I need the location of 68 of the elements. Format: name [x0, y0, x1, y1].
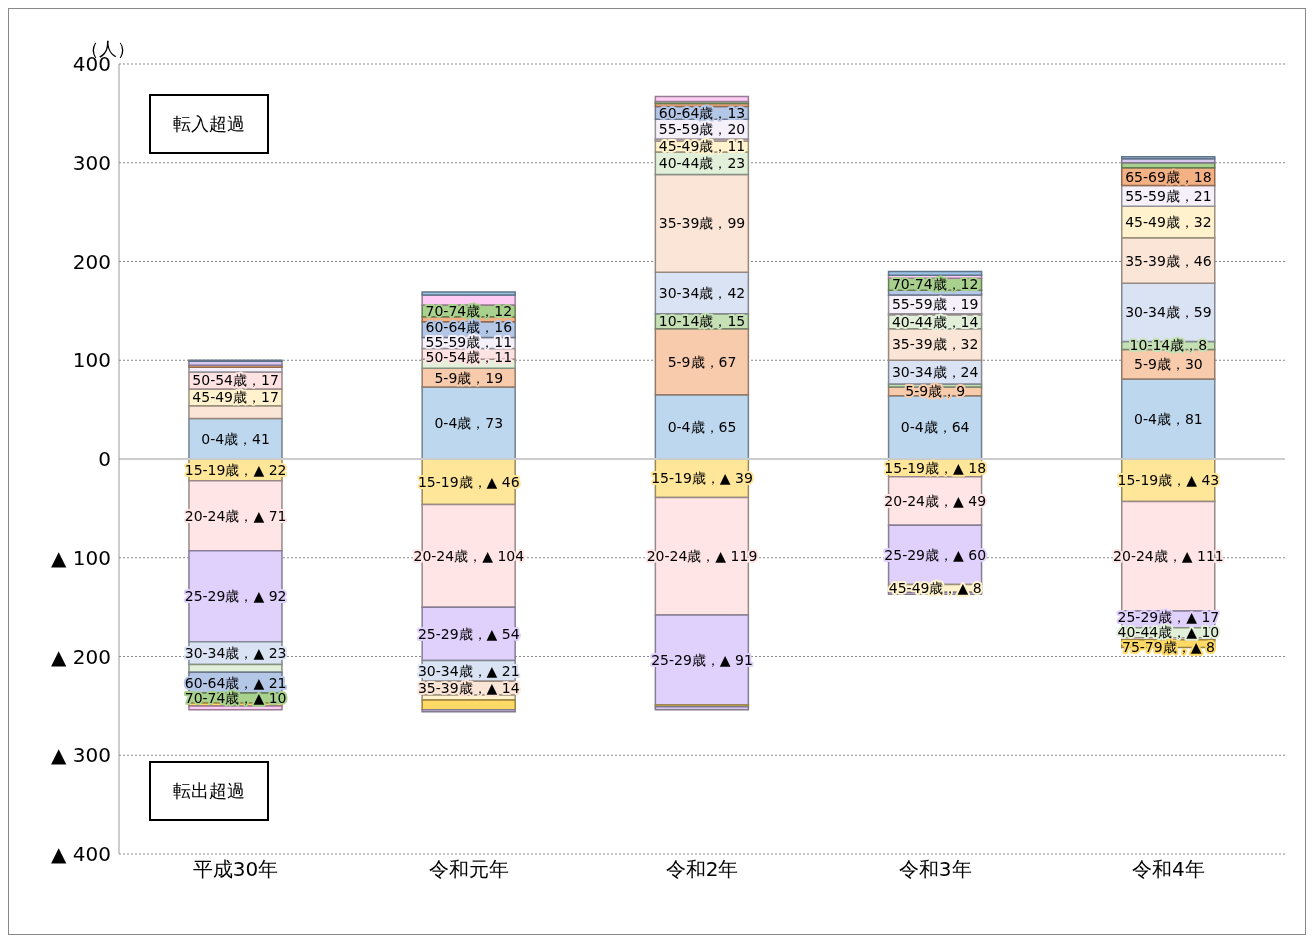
- text-box: 転入超過: [149, 94, 269, 154]
- data-label: 40-44歳，▲ 10: [1117, 623, 1220, 640]
- data-label: 10-14歳，8: [1129, 337, 1208, 354]
- data-label: 70-74歳，▲ 10: [184, 689, 287, 706]
- data-label: 15-19歳，▲ 43: [1117, 472, 1220, 489]
- y-tick-label: ▲ 200: [51, 644, 111, 669]
- data-label: 25-29歳，▲ 92: [184, 588, 287, 605]
- data-label: 50-54歳，11: [425, 349, 513, 366]
- data-label: 0-4歳，65: [667, 418, 737, 435]
- data-label: 0-4歳，64: [900, 419, 970, 436]
- data-label: 30-34歳，24: [891, 364, 979, 381]
- data-label: 15-19歳，▲ 18: [884, 459, 987, 476]
- x-tick-label: 令和元年: [428, 857, 509, 882]
- y-tick-label: 200: [72, 249, 111, 274]
- data-label: 25-29歳，▲ 91: [651, 651, 753, 668]
- x-tick-label: 令和3年: [898, 857, 972, 882]
- data-label: 25-29歳，▲ 54: [417, 625, 520, 642]
- data-label: 20-24歳，▲ 71: [184, 507, 287, 524]
- data-label: 45-49歳，32: [1125, 214, 1212, 230]
- data-label: 10-14歳，15: [658, 313, 746, 330]
- data-label: 20-24歳，▲ 119: [646, 548, 758, 565]
- data-label: 45-49歳，▲ 8: [888, 580, 982, 597]
- data-label: 0-4歳，81: [1134, 411, 1203, 428]
- data-label: 30-34歳，▲ 21: [417, 662, 520, 679]
- data-label: 55-59歳，11: [425, 334, 513, 351]
- data-label: 60-64歳，▲ 21: [184, 674, 287, 691]
- y-tick-label: 300: [72, 150, 111, 175]
- data-label: 0-4歳，41: [201, 430, 270, 447]
- data-label: 45-49歳，17: [192, 389, 279, 406]
- data-label: 20-24歳，▲ 104: [413, 547, 525, 564]
- y-tick-label: ▲ 400: [51, 842, 111, 867]
- data-label: 5-9歳，30: [1134, 356, 1203, 373]
- x-tick-label: 令和2年: [665, 857, 739, 882]
- data-label: 15-19歳，▲ 22: [184, 461, 287, 478]
- y-tick-label: 0: [98, 447, 111, 472]
- data-label: 25-29歳，▲ 60: [884, 546, 987, 563]
- data-label: 35-39歳，▲ 14: [417, 680, 520, 697]
- data-label: 30-34歳，42: [658, 285, 746, 302]
- data-label: 50-54歳，17: [192, 372, 279, 389]
- y-tick-label: ▲ 300: [51, 743, 111, 768]
- data-label: 5-9歳，67: [667, 353, 737, 370]
- data-label: 60-64歳，16: [425, 319, 513, 336]
- data-label: 35-39歳，46: [1125, 252, 1212, 269]
- data-label: 15-19歳，▲ 39: [651, 470, 753, 487]
- text-box: 転出超過: [149, 761, 269, 821]
- data-label: 15-19歳，▲ 46: [417, 473, 520, 490]
- data-label: 30-34歳，▲ 23: [184, 645, 287, 662]
- data-label: 35-39歳，99: [658, 215, 746, 232]
- data-label: 30-34歳，59: [1125, 304, 1212, 321]
- data-label: 35-39歳，32: [891, 336, 979, 353]
- y-tick-label: ▲ 100: [51, 545, 111, 570]
- data-label: 60-64歳，13: [658, 104, 746, 121]
- data-label: 65-69歳，18: [1125, 168, 1212, 185]
- data-label: 70-74歳，12: [425, 302, 513, 319]
- data-label: 40-44歳，23: [658, 155, 746, 172]
- data-label: 55-59歳，21: [1125, 187, 1212, 204]
- x-tick-label: 平成30年: [192, 857, 279, 882]
- data-label: 25-29歳，▲ 17: [1117, 608, 1220, 625]
- data-label: 70-74歳，12: [891, 276, 979, 293]
- data-label: 0-4歳，73: [434, 414, 504, 431]
- data-label: 40-44歳，14: [891, 313, 979, 330]
- y-tick-label: 100: [72, 348, 111, 373]
- data-label: 55-59歳，19: [891, 296, 979, 313]
- data-label: 55-59歳，20: [658, 121, 746, 138]
- data-label: 5-9歳，19: [434, 369, 504, 386]
- data-label: 20-24歳，▲ 49: [884, 492, 987, 509]
- data-label: 20-24歳，▲ 111: [1113, 548, 1224, 565]
- x-tick-label: 令和4年: [1132, 857, 1205, 882]
